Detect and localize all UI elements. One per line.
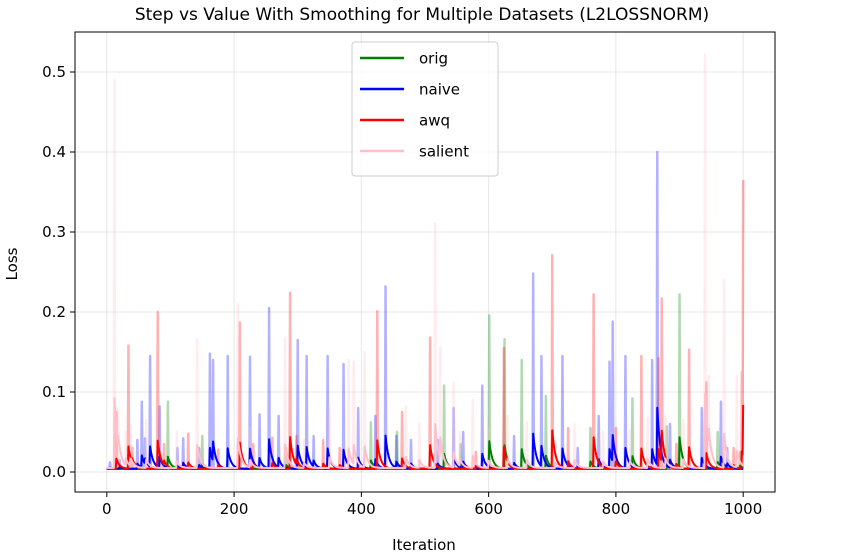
x-tick-label: 200: [220, 500, 249, 518]
x-axis: 0 200 400 600 800 1000: [102, 492, 762, 518]
y-tick-label: 0.1: [42, 383, 66, 401]
x-tick-label: 0: [102, 500, 112, 518]
legend-label-awq: awq: [419, 112, 450, 130]
y-tick-label: 0.2: [42, 303, 66, 321]
series-salient-smoothed-line: [106, 392, 744, 469]
x-tick-label: 400: [347, 500, 376, 518]
y-tick-label: 0.4: [42, 143, 66, 161]
x-tick-label: 1000: [724, 500, 762, 518]
smoothed-series-group: [106, 392, 745, 470]
y-axis-label: Loss: [3, 247, 21, 280]
legend-label-salient: salient: [419, 143, 469, 161]
y-tick-label: 0.3: [42, 223, 66, 241]
y-axis: 0.0 0.1 0.2 0.3 0.4 0.5: [42, 63, 75, 481]
x-tick-label: 800: [602, 500, 631, 518]
y-tick-label: 0.0: [42, 463, 66, 481]
legend-label-naive: naive: [419, 81, 460, 99]
legend-label-orig: orig: [419, 50, 448, 68]
x-tick-label: 600: [474, 500, 503, 518]
x-axis-label: Iteration: [392, 536, 456, 554]
legend: orig naive awq salient: [351, 41, 499, 177]
chart-title: Step vs Value With Smoothing for Multipl…: [135, 5, 709, 25]
y-tick-label: 0.5: [42, 63, 66, 81]
legend-box: [351, 41, 499, 177]
plot-frame: [74, 31, 776, 493]
